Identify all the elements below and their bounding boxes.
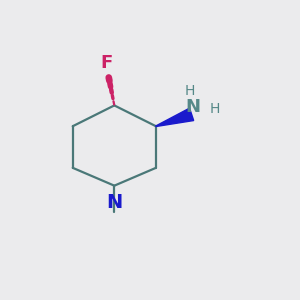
Text: H: H [184,84,195,98]
Text: N: N [186,98,201,116]
Text: N: N [106,193,122,212]
Text: F: F [101,54,113,72]
Polygon shape [156,108,194,127]
Text: H: H [209,102,220,116]
